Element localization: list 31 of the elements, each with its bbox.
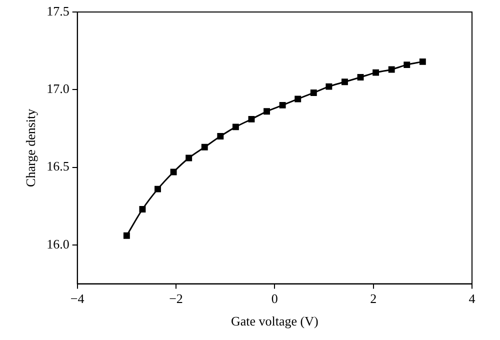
y-axis-title: Charge density: [23, 108, 38, 187]
point: [388, 66, 395, 73]
point: [201, 144, 208, 150]
point: [264, 108, 270, 115]
point: [357, 74, 364, 80]
point: [279, 102, 286, 108]
point: [404, 62, 410, 68]
y-tick-label: 16.0: [46, 236, 70, 252]
point: [294, 96, 302, 102]
y-tick-label: 17.5: [46, 3, 70, 18]
point: [232, 124, 239, 130]
x-tick-label: 2: [370, 291, 377, 306]
point: [248, 116, 255, 122]
point: [186, 154, 192, 162]
point: [217, 133, 224, 140]
point: [154, 186, 161, 192]
y-tick-label: 17.0: [46, 81, 70, 96]
x-tick-label: −4: [70, 291, 85, 306]
x-axis-title: Gate voltage (V): [230, 314, 318, 329]
x-tick-label: −2: [169, 291, 183, 306]
point: [139, 206, 146, 212]
x-tick-label: 4: [468, 291, 476, 306]
x-tick-label: 0: [271, 291, 278, 306]
point: [372, 69, 380, 76]
point: [419, 58, 426, 65]
point: [123, 232, 130, 239]
point: [310, 90, 317, 96]
y-tick-label: 16.5: [46, 158, 70, 174]
point: [326, 83, 332, 90]
point: [170, 168, 177, 176]
point: [342, 78, 348, 86]
